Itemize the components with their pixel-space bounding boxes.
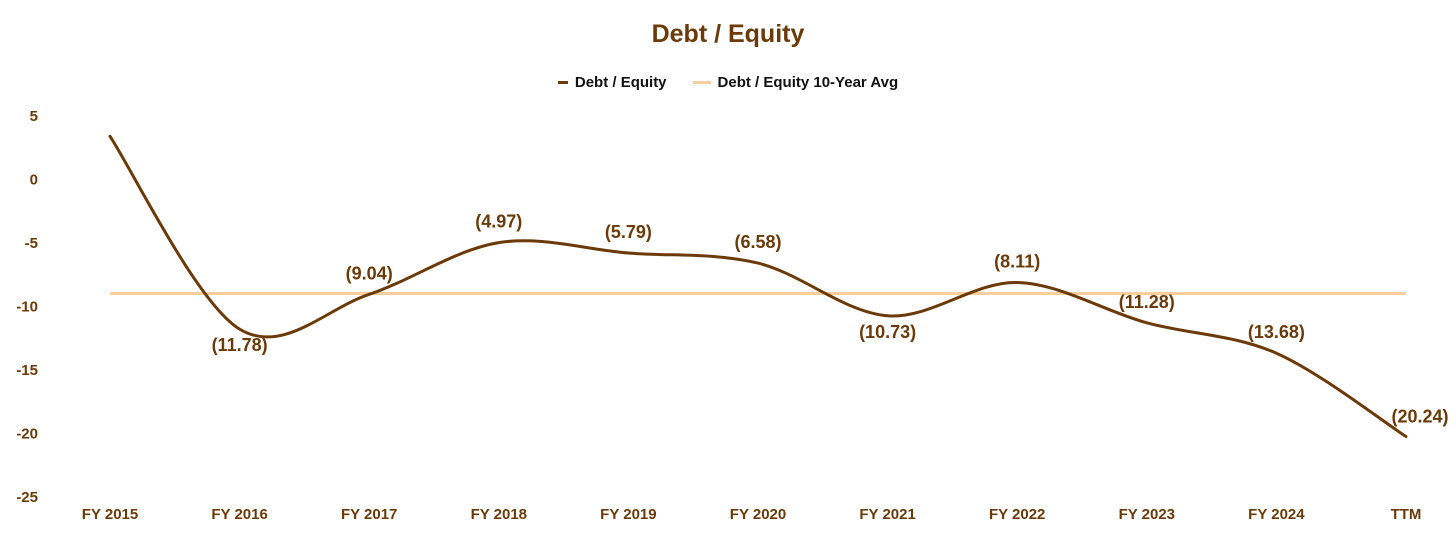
x-tick-label: FY 2020 — [730, 506, 786, 523]
x-tick-label: FY 2017 — [341, 506, 397, 523]
data-point-debt-equity — [886, 314, 890, 318]
data-label: (5.79) — [605, 222, 652, 242]
legend-item-10-year-avg: Debt / Equity 10-Year Avg — [692, 74, 899, 91]
legend-swatch-10-year-avg — [692, 81, 711, 84]
data-point-debt-equity — [1015, 280, 1019, 284]
data-point-debt-equity — [497, 241, 501, 245]
data-point-debt-equity — [1404, 435, 1408, 439]
data-point-debt-equity — [626, 251, 630, 255]
data-label: (9.04) — [346, 263, 393, 283]
series-debt-equity-layer — [108, 134, 1408, 438]
y-tick-label: -5 — [25, 235, 38, 252]
chart-title: Debt / Equity — [651, 20, 805, 48]
legend-item-debt-equity: Debt / Equity — [557, 74, 667, 91]
x-tick-label: FY 2021 — [859, 506, 915, 523]
x-tick-label: FY 2022 — [989, 506, 1045, 523]
data-point-debt-equity — [1145, 321, 1149, 325]
y-tick-label: 5 — [30, 108, 38, 125]
data-label: (11.78) — [212, 335, 268, 355]
x-axis: FY 2015 FY 2016 FY 2017 FY 2018 FY 2019 FY 20… — [82, 506, 1422, 523]
data-label: (8.11) — [994, 251, 1040, 271]
x-tick-label: TTM — [1391, 506, 1422, 523]
x-tick-label: FY 2016 — [211, 506, 267, 523]
data-point-debt-equity — [238, 327, 242, 331]
y-tick-label: -25 — [16, 489, 38, 506]
data-label: (10.73) — [859, 322, 916, 342]
y-tick-label: -15 — [16, 362, 38, 379]
data-labels: (11.78) (9.04) (4.97) (5.79) (6.58) (10.73) (8… — [212, 212, 1449, 427]
data-label: (13.68) — [1248, 322, 1305, 342]
data-label: (20.24) — [1391, 407, 1448, 427]
x-tick-label: FY 2024 — [1248, 506, 1305, 523]
data-label: (4.97) — [475, 212, 522, 232]
data-label: (11.28) — [1119, 292, 1175, 312]
y-tick-label: -10 — [16, 299, 38, 316]
legend-swatch-debt-equity — [557, 81, 568, 84]
x-tick-label: FY 2023 — [1119, 506, 1175, 523]
x-tick-label: FY 2019 — [600, 506, 656, 523]
x-tick-label: FY 2018 — [471, 506, 527, 523]
chart-legend: Debt / Equity Debt / Equity 10-Year Avg — [0, 74, 1456, 91]
legend-label-10-year-avg: Debt / Equity 10-Year Avg — [717, 74, 899, 91]
legend-label-debt-equity: Debt / Equity — [574, 74, 667, 91]
data-point-debt-equity — [756, 261, 760, 265]
series-line-debt-equity — [108, 134, 1408, 438]
y-tick-label: -20 — [16, 426, 38, 443]
x-tick-label: FY 2015 — [82, 506, 138, 523]
y-axis: 5 0 -5 -10 -15 -20 -25 — [16, 108, 38, 506]
data-point-debt-equity — [108, 134, 112, 138]
y-tick-label: 0 — [30, 172, 38, 189]
data-label: (6.58) — [734, 232, 781, 252]
data-point-debt-equity — [1274, 351, 1278, 355]
data-point-debt-equity — [367, 292, 371, 296]
